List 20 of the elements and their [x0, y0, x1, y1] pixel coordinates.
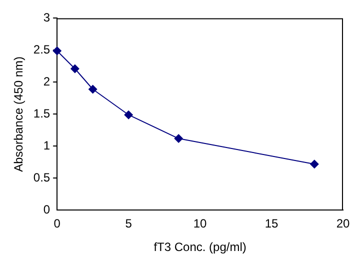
y-tick-label: 2: [43, 74, 50, 89]
point: [88, 84, 98, 94]
x-axis-title: fT3 Conc. (pg/ml): [154, 240, 246, 254]
y-axis-title: Absorbance (450 nm): [12, 56, 26, 172]
y-tick-label: 3: [43, 10, 50, 25]
y-tick-label: 1: [43, 138, 50, 153]
y-tick-label: 0: [43, 202, 50, 217]
x-tick-label: 5: [125, 216, 132, 231]
point: [70, 64, 80, 74]
x-tick-label: 10: [193, 216, 208, 231]
point: [174, 134, 184, 144]
point: [310, 160, 319, 169]
y-tick-label: 0.5: [33, 170, 50, 185]
point: [52, 46, 62, 56]
x-tick-label: 15: [264, 216, 279, 231]
x-tick-label: 20: [336, 216, 350, 231]
y-tick-label: 2.5: [33, 42, 50, 57]
point: [124, 110, 134, 120]
y-tick-label: 1.5: [33, 106, 50, 121]
x-tick-label: 0: [54, 216, 61, 231]
